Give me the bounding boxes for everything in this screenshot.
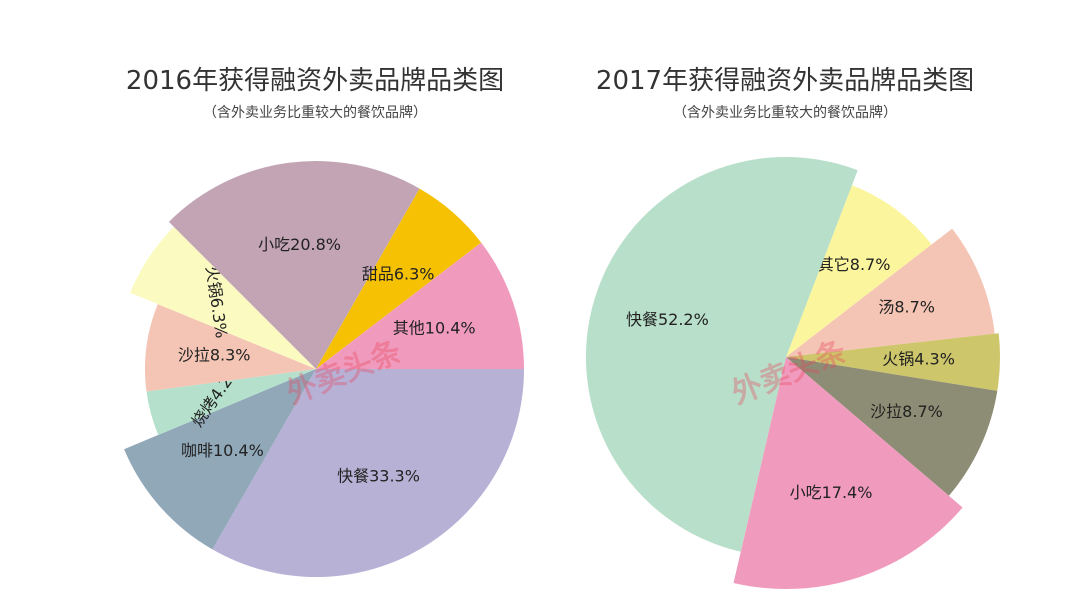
pie-label-沙拉: 沙拉8.7%	[870, 402, 943, 421]
pie-label-汤: 汤8.7%	[878, 298, 935, 317]
pie-slice-咖啡	[124, 369, 316, 550]
pie-slice-小吃	[733, 357, 963, 590]
pie-slice-火锅	[786, 333, 1001, 391]
pie-slice-沙拉	[786, 357, 998, 496]
pie-label-其它: 其它8.7%	[818, 255, 891, 274]
pie-chart-2016: 快餐33.3%咖啡10.4%烧烤4.2%沙拉8.3%火锅6.3%小吃20.8%甜…	[124, 160, 524, 578]
chart-2016-subtitle: （含外卖业务比重较大的餐饮品牌）	[203, 105, 427, 121]
chart-2016-title: 2016年获得融资外卖品牌品类图	[125, 66, 505, 96]
pie-slice-沙拉	[145, 304, 316, 392]
chart-2017-title: 2017年获得融资外卖品牌品类图	[595, 66, 975, 96]
pie-slice-快餐	[585, 156, 858, 552]
pie-label-沙拉: 沙拉8.3%	[178, 345, 251, 364]
pie-slice-其它	[786, 185, 932, 357]
pie-label-火锅: 火锅4.3%	[882, 350, 955, 369]
pie-label-小吃: 小吃20.8%	[258, 235, 341, 254]
pie-label-甜品: 甜品6.3%	[362, 265, 435, 284]
pie-chart-2017: 其它8.7% 汤8.7% 火锅4.3% 沙拉8.7% 小吃17.4% 快餐52.2%	[585, 156, 1001, 590]
pie-slice-其他	[316, 242, 524, 369]
pie-slice-快餐	[212, 369, 524, 578]
pie-slice-火锅	[130, 226, 316, 369]
pie-label-快餐: 快餐33.3%	[337, 467, 420, 486]
pie-label-其他: 其他10.4%	[393, 318, 476, 337]
chart-2017-subtitle: （含外卖业务比重较大的餐饮品牌）	[673, 105, 897, 121]
pie-slice-甜品	[316, 188, 482, 369]
pie-label-快餐: 快餐52.2%	[626, 310, 709, 329]
pie-label-咖啡: 咖啡10.4%	[181, 441, 264, 460]
pie-label-小吃: 小吃17.4%	[790, 483, 873, 502]
pie-slice-烧烤	[146, 369, 316, 435]
pie-slice-汤	[786, 228, 995, 357]
pie-slice-小吃	[168, 160, 420, 369]
